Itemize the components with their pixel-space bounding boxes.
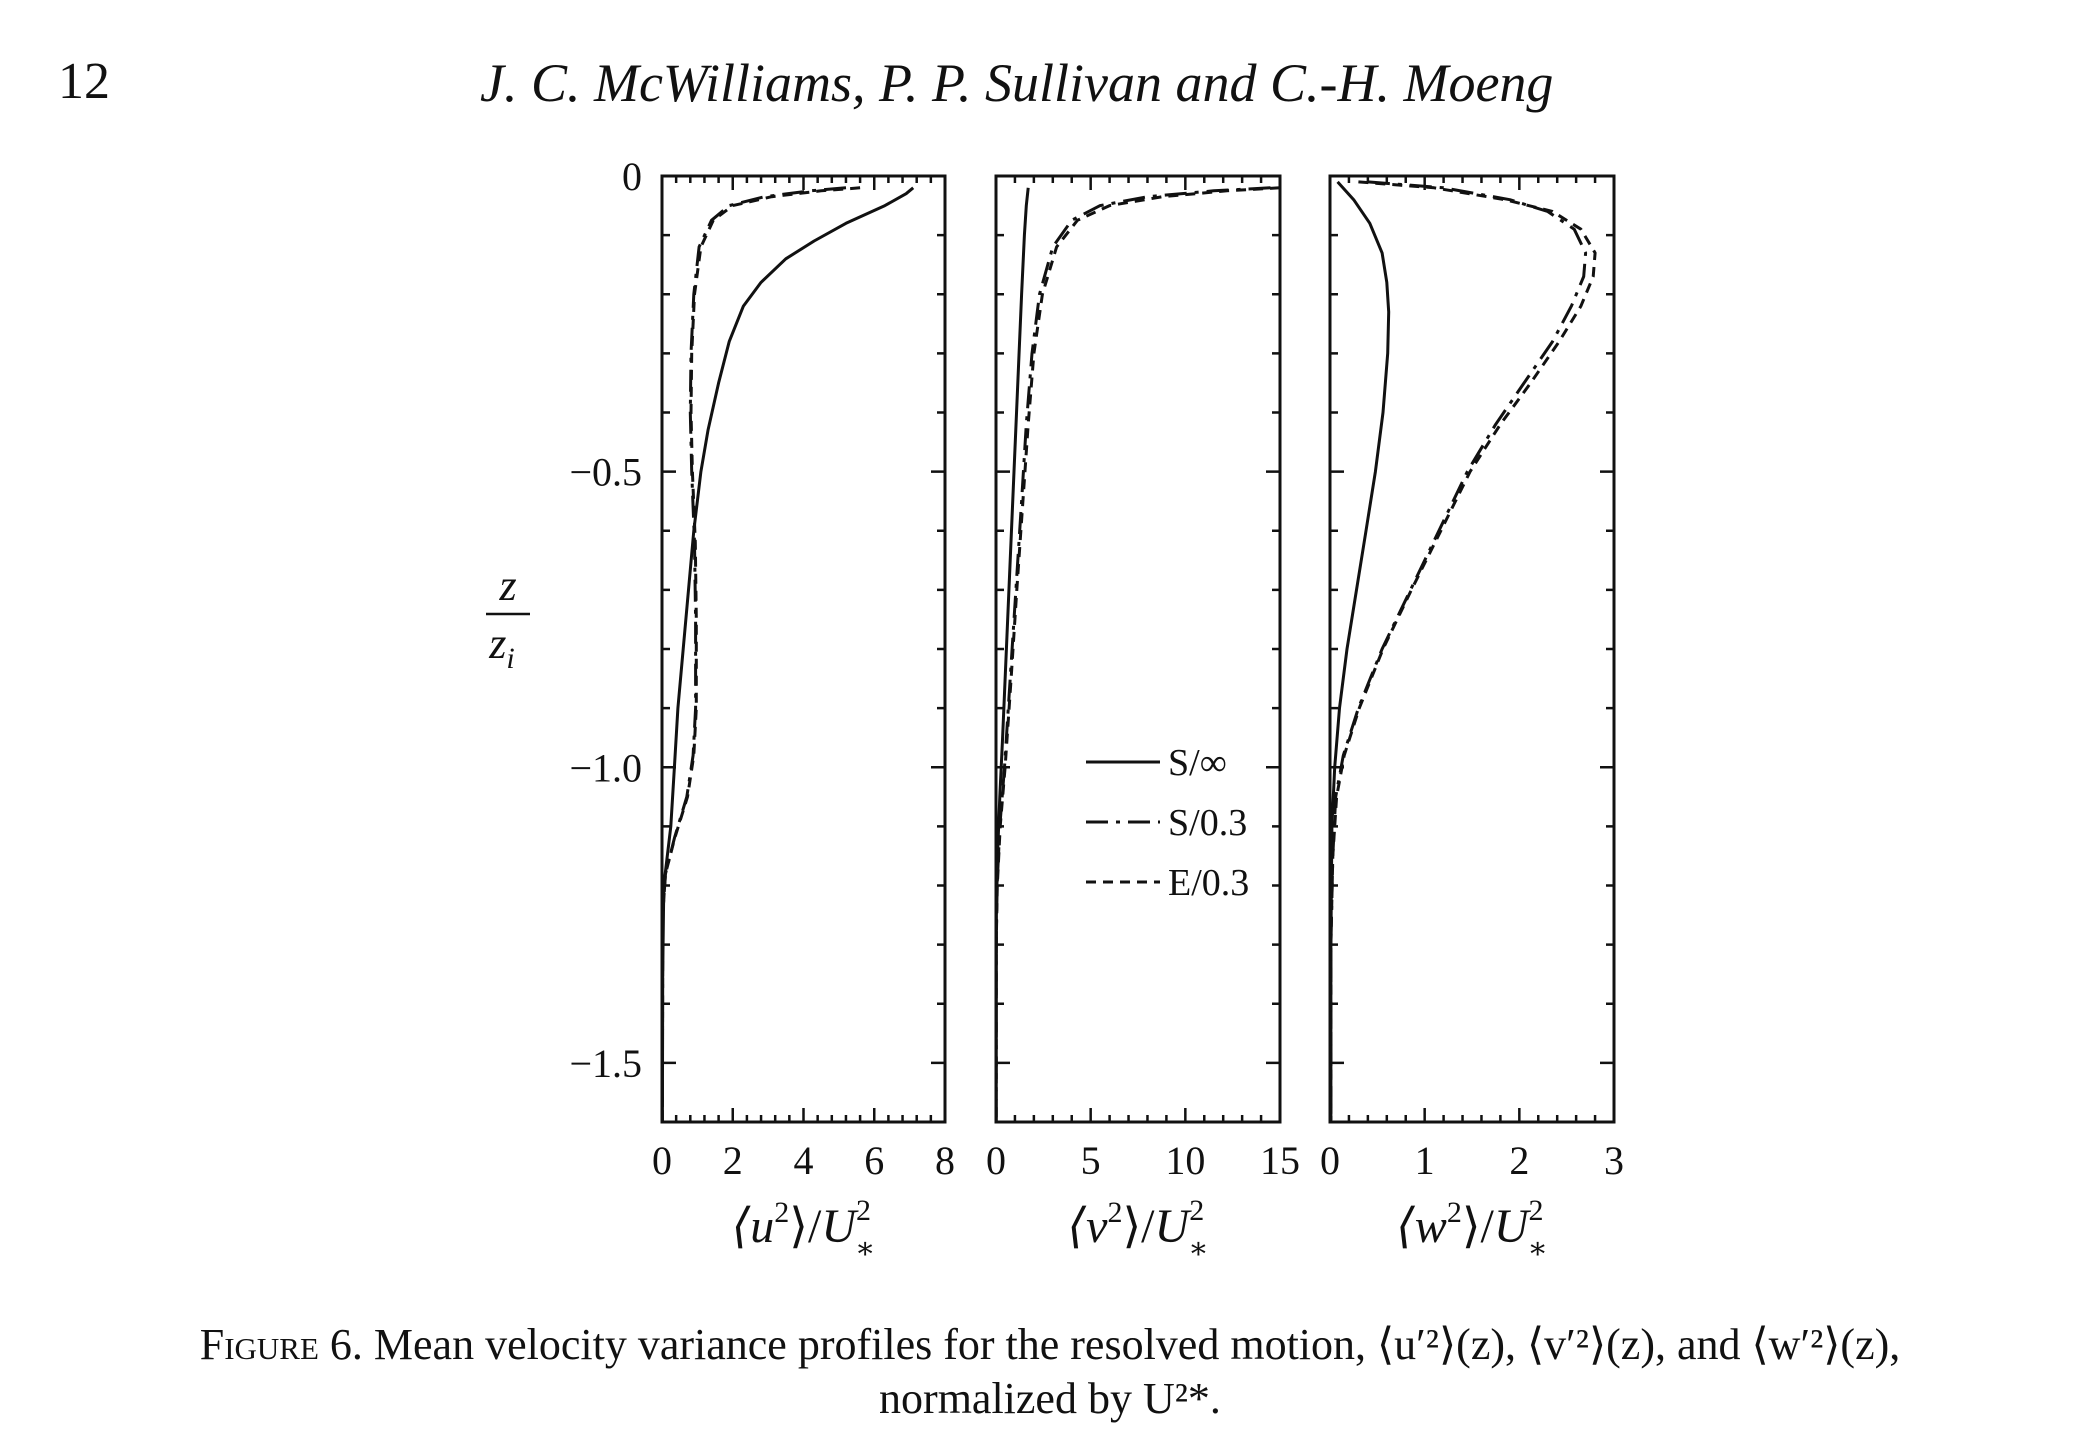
series-line-solid [1329, 180, 1391, 1122]
x-tick-label: 2 [1509, 1138, 1529, 1183]
x-axis-label: ⟨v2⟩/U2 ∗ [1067, 1194, 1208, 1265]
x-tick-label: 6 [864, 1138, 884, 1183]
figure-caption: Figure 6. Mean velocity variance profile… [0, 1318, 2100, 1372]
panel-3: 0 1 2 3 ⟨w2⟩/U2 ∗ [1320, 174, 1624, 1265]
series-line-dashed [1329, 180, 1597, 1122]
series-line-dash-dot [1329, 180, 1588, 1122]
legend-label: S/∞ [1168, 742, 1227, 784]
figure-caption-line-2: normalized by U²*. [879, 1374, 1221, 1423]
series-line-dash-dot [660, 186, 847, 1123]
series-line-dashed [660, 186, 861, 1123]
legend-label: S/0.3 [1168, 802, 1247, 844]
figure-6: z zi 0−0.5−1.0−1.50 2 4 6 8⟨u2⟩/U2 ∗0 5 10 15⟨v2… [486, 154, 1624, 1265]
y-axis-label-numerator: z [498, 561, 516, 610]
running-head: J. C. McWilliams, P. P. Sullivan and C.-… [480, 53, 1554, 113]
panel-2: 0 5 10 15 ⟨v2⟩/U2 ∗ [986, 174, 1300, 1265]
y-tick-label: −0.5 [569, 450, 642, 495]
page-number: 12 [58, 53, 110, 110]
x-tick-label: 1 [1415, 1138, 1435, 1183]
x-tick-label: 10 [1165, 1138, 1205, 1183]
y-axis-label-denominator: zi [488, 619, 514, 675]
legend-label: E/0.3 [1168, 862, 1249, 904]
x-tick-label: 4 [794, 1138, 814, 1183]
panel-1: 0 2 4 6 8 ⟨u2⟩/U2 ∗ [652, 174, 955, 1265]
x-tick-label: 8 [935, 1138, 955, 1183]
y-tick-label: −1.5 [569, 1041, 642, 1086]
y-tick-label: 0 [622, 154, 642, 199]
panel-frame [660, 174, 947, 1124]
x-tick-label: 5 [1081, 1138, 1101, 1183]
x-axis-label: ⟨w2⟩/U2 ∗ [1396, 1194, 1548, 1265]
panels: 0−0.5−1.0−1.50 2 4 6 8⟨u2⟩/U2 ∗0 5 10 15⟨v2⟩/U2 ∗… [569, 154, 1624, 1265]
x-tick-label: 0 [652, 1138, 672, 1183]
x-axis-label: ⟨u2⟩/U2 ∗ [732, 1194, 876, 1265]
x-tick-label: 0 [986, 1138, 1006, 1183]
panel-frame [1328, 174, 1616, 1124]
series-line-solid [660, 186, 915, 1123]
caption-line-1: Mean velocity variance profiles for the … [362, 1320, 1901, 1369]
x-tick-label: 0 [1320, 1138, 1340, 1183]
x-tick-label: 2 [723, 1138, 743, 1183]
legend: S/∞ S/0.3 E/0.3 [1086, 742, 1249, 904]
series-line-dashed [994, 186, 1281, 1122]
caption-label: Figure 6. [199, 1320, 363, 1369]
y-tick-label: −1.0 [569, 745, 642, 790]
x-tick-label: 15 [1260, 1138, 1300, 1183]
x-tick-label: 3 [1604, 1138, 1624, 1183]
